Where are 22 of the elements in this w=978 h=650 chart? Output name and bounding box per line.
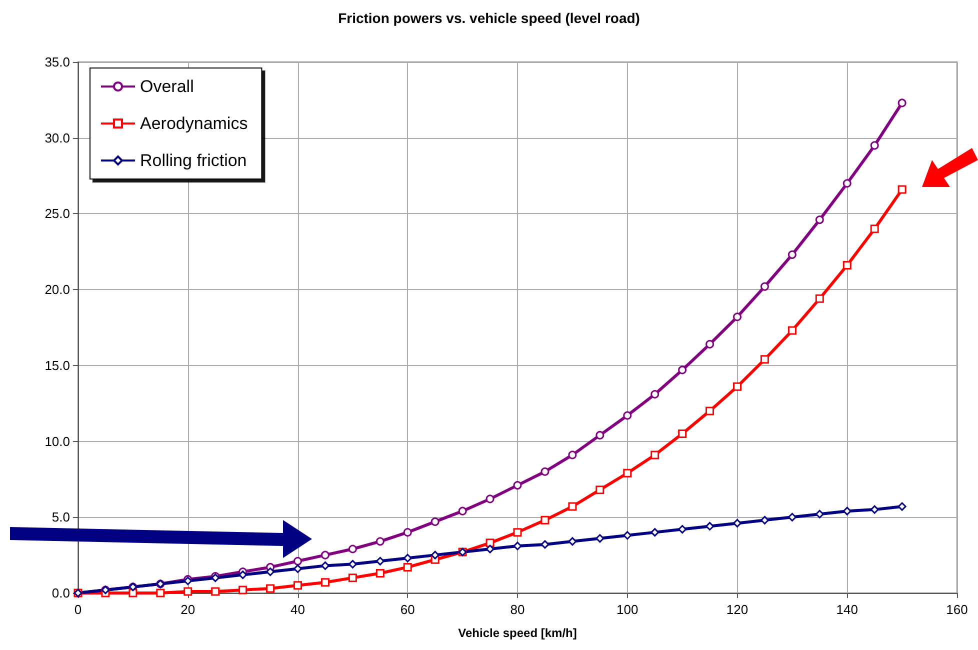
x-axis-title: Vehicle speed [km/h] — [458, 626, 577, 640]
x-tick-label: 20 — [180, 602, 196, 617]
x-tick-label: 120 — [726, 602, 748, 617]
y-tick-label: 15.0 — [44, 358, 70, 373]
chart-title: Friction powers vs. vehicle speed (level road) — [338, 10, 640, 26]
x-tick-label: 60 — [400, 602, 415, 617]
x-tick-label: 40 — [290, 602, 305, 617]
legend-label: Overall — [140, 77, 194, 96]
y-tick-label: 20.0 — [44, 282, 70, 298]
x-tick-label: 160 — [946, 602, 968, 617]
y-tick-label: 0.0 — [52, 586, 70, 600]
legend-label: Rolling friction — [140, 151, 247, 170]
y-tick-label: 5.0 — [52, 510, 70, 525]
legend-label: Aerodynamics — [140, 114, 248, 133]
y-tick-label: 25.0 — [44, 206, 70, 222]
y-tick-label: 10.0 — [44, 434, 70, 449]
x-tick-label: 80 — [510, 602, 525, 617]
y-tick-label: 35.0 — [44, 54, 70, 70]
x-tick-label: 0 — [74, 602, 82, 617]
x-tick-label: 140 — [836, 602, 858, 617]
x-tick-label: 100 — [616, 602, 638, 617]
y-tick-label: 30.0 — [44, 130, 70, 146]
